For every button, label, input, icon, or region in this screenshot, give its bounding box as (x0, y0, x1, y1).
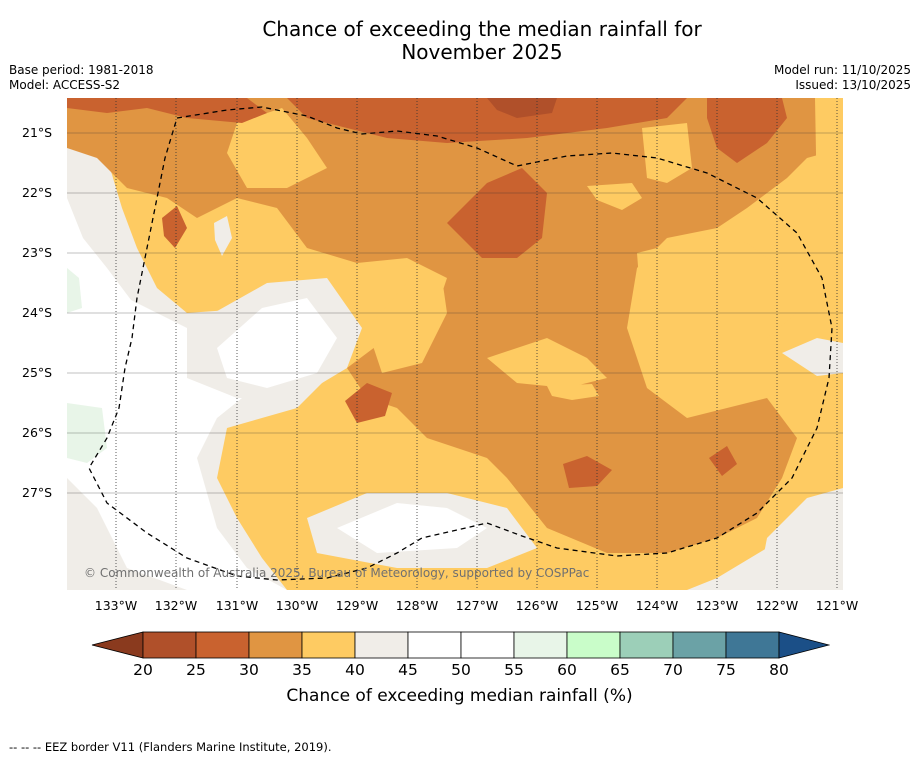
latitude-label: 22°S (22, 185, 53, 200)
latitude-label: 26°S (22, 425, 53, 440)
latitude-label: 21°S (22, 125, 53, 140)
colorbar-label: Chance of exceeding median rainfall (%) (286, 686, 633, 706)
region-25-30-north-2 (287, 98, 687, 143)
graticule (67, 98, 843, 590)
title-line-2: November 2025 (401, 40, 563, 64)
region-yellow-east (637, 238, 797, 358)
colorbar-segment (301, 631, 356, 659)
base-period: Base period: 1981-2018 (9, 63, 154, 77)
colorbar-tick-label: 55 (504, 661, 524, 679)
region-25-30-north (67, 98, 267, 123)
colorbar-tick-label: 40 (345, 661, 365, 679)
region-offwhite-east-edge (782, 338, 843, 376)
region-green-nw (67, 268, 82, 313)
title-line-1: Chance of exceeding the median rainfall … (262, 17, 702, 41)
colorbar-tick-label: 60 (557, 661, 577, 679)
copyright-notice: © Commonwealth of Australia 2025, Bureau… (84, 566, 590, 580)
colorbar-segment (195, 631, 250, 659)
region-20-25-north (487, 98, 557, 118)
colorbar-under-arrow (91, 631, 144, 659)
region-white-center (217, 298, 337, 388)
longitude-label: 129°W (335, 598, 379, 613)
region-yellow-north-2 (642, 123, 692, 183)
longitude-label: 123°W (695, 598, 739, 613)
region-25-30-small-1 (162, 206, 187, 248)
longitude-label: 132°W (154, 598, 198, 613)
colorbar-tick-label: 75 (716, 661, 736, 679)
colorbar-tick-label: 20 (133, 661, 153, 679)
colorbar-tick-label: 70 (663, 661, 683, 679)
longitude-label: 124°W (635, 598, 679, 613)
colorbar-segment (407, 631, 462, 659)
colorbar-tick-label: 30 (239, 661, 259, 679)
chart-title: Chance of exceeding the median rainfall … (0, 18, 919, 64)
region-25-30-small-4 (709, 446, 737, 476)
colorbar-tick-label: 65 (610, 661, 630, 679)
latitude-label: 25°S (22, 365, 53, 380)
model-run: Model run: 11/10/2025 (773, 63, 911, 77)
latitude-label: 24°S (22, 305, 53, 320)
region-yellow-patch-2 (587, 183, 642, 210)
colorbar-segment (460, 631, 515, 659)
colorbar-segment (672, 631, 727, 659)
longitude-label: 127°W (455, 598, 499, 613)
region-white-west (67, 218, 147, 468)
rainfall-map[interactable] (67, 98, 843, 590)
latitude-label: 23°S (22, 245, 53, 260)
region-white-south (337, 503, 487, 553)
longitude-label: 131°W (215, 598, 259, 613)
longitude-label: 121°W (815, 598, 859, 613)
colorbar-segment (566, 631, 621, 659)
meta-left: Base period: 1981-2018 Model: ACCESS-S2 (9, 63, 154, 93)
longitude-label: 126°W (515, 598, 559, 613)
region-yellow-patch (547, 384, 599, 400)
colorbar-tick-label: 25 (186, 661, 206, 679)
region-25-30-ne (707, 98, 787, 163)
model-name: Model: ACCESS-S2 (9, 78, 121, 92)
issued-date: Issued: 13/10/2025 (795, 78, 911, 92)
region-yellow-south (487, 338, 607, 388)
map-svg (67, 98, 843, 590)
longitude-label: 125°W (575, 598, 619, 613)
colorbar-segment (354, 631, 409, 659)
colorbar-segment (248, 631, 303, 659)
region-yellow-north-1 (227, 108, 327, 188)
region-offwhite-small (214, 216, 232, 256)
colorbar-segment (619, 631, 674, 659)
colorbar-segment (725, 631, 780, 659)
colorbar-segment (513, 631, 568, 659)
region-25-30-small-3 (563, 456, 612, 488)
longitude-label: 122°W (755, 598, 799, 613)
colorbar-tick-label: 80 (769, 661, 789, 679)
colorbar-segment (142, 631, 197, 659)
region-25-30-mid (447, 168, 547, 258)
colorbar-tick-label: 35 (292, 661, 312, 679)
colorbar-tick-label: 45 (398, 661, 418, 679)
longitude-label: 130°W (275, 598, 319, 613)
region-30-35-north (67, 98, 843, 553)
region-yellow-center (367, 278, 447, 373)
longitude-label: 133°W (94, 598, 138, 613)
colorbar-over-arrow (778, 631, 830, 659)
colorbar (91, 631, 830, 659)
eez-footnote: -- -- -- EEZ border V11 (Flanders Marine… (9, 740, 332, 754)
colorbar-tick-label: 50 (451, 661, 471, 679)
latitude-label: 27°S (22, 485, 53, 500)
region-yellow-north-3 (815, 98, 843, 218)
region-offwhite-se (757, 488, 843, 590)
longitude-label: 128°W (395, 598, 439, 613)
meta-right: Model run: 11/10/2025 Issued: 13/10/2025 (774, 63, 911, 93)
